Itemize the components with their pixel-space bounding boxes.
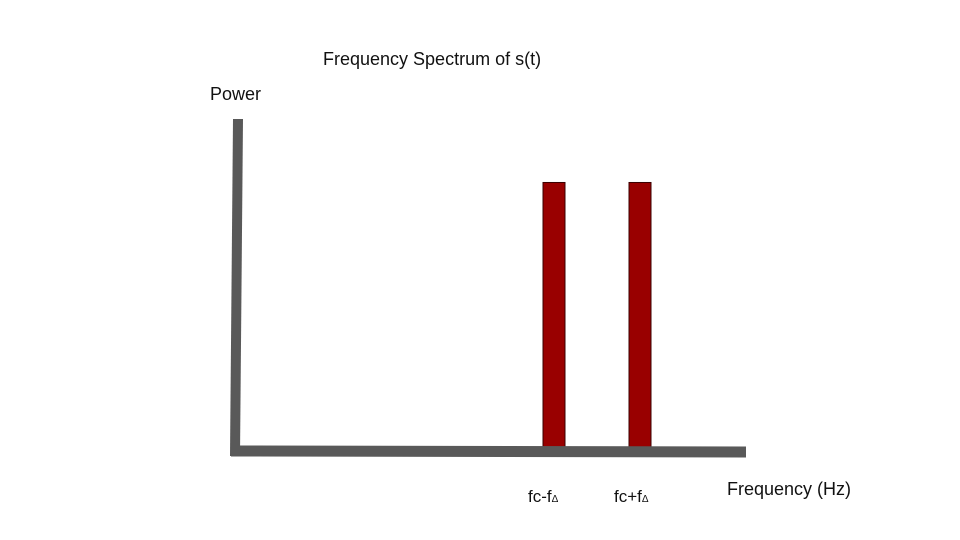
tick-label-subscript: Δ [552,494,559,505]
x-axis-label: Frequency (Hz) [727,479,851,499]
tick-label-subscript: Δ [642,494,649,505]
tick-label-main: fc+f [614,487,642,506]
bars-group [542,181,652,448]
tick-labels-group: fc-fΔ fc+fΔ [528,487,649,506]
chart-title: Frequency Spectrum of s(t) [323,49,541,69]
tick-label-main: fc-f [528,487,552,506]
tick-label-1: fc-fΔ [528,487,559,506]
bar-1 [542,181,566,448]
bar-2 [628,181,652,448]
y-axis-label: Power [210,84,261,104]
tick-label-2: fc+fΔ [614,487,649,506]
x-axis-line [230,445,747,458]
y-axis-line [230,118,243,457]
